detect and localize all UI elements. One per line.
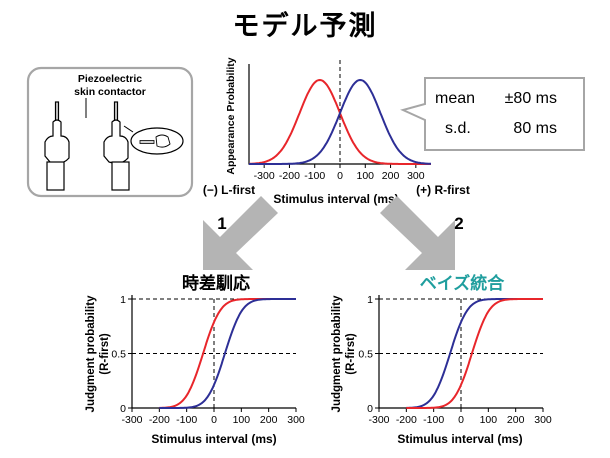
br-x-tick-label: 0 bbox=[458, 414, 464, 426]
br-series-red-curve bbox=[406, 298, 543, 409]
arrow-2: 2 bbox=[380, 196, 464, 270]
top-xlabel: Stimulus interval (ms) bbox=[273, 192, 398, 206]
br-x-tick-label: -200 bbox=[396, 414, 417, 426]
bl-ylabel-line2: (R-first) bbox=[99, 333, 111, 375]
temporal-recalibration-chart: 時差馴応 Judgment probability (R-first) -300… bbox=[85, 273, 305, 446]
bl-x-tick-label: 100 bbox=[233, 414, 251, 426]
mean-value: ±80 ms bbox=[505, 90, 557, 107]
bl-xlabel: Stimulus interval (ms) bbox=[151, 432, 276, 446]
appearance-probability-chart: Appearance Probability -300 -200 -100 0 100 2… bbox=[203, 57, 470, 206]
bl-y-tick-label: 0 bbox=[120, 403, 126, 415]
bl-x-tick-label: -200 bbox=[149, 414, 170, 426]
device-label-line1: Piezoelectric bbox=[78, 73, 142, 85]
l-first-label: (−) L-first bbox=[203, 183, 255, 197]
arrow-left-down-icon bbox=[203, 196, 278, 270]
page-title: モデル予測 bbox=[232, 11, 378, 42]
bl-x-tick-label: 300 bbox=[287, 414, 305, 426]
bl-y-tick-label: 0.5 bbox=[111, 349, 126, 361]
br-ylabel-line2: (R-first) bbox=[345, 333, 357, 375]
top-x-tick-label: -200 bbox=[279, 170, 300, 182]
top-x-tick-label: -300 bbox=[254, 170, 275, 182]
stats-callout: mean ±80 ms s.d. 80 ms bbox=[400, 77, 585, 151]
top-ylabel: Appearance Probability bbox=[225, 57, 237, 174]
top-x-tick-label: 0 bbox=[337, 170, 343, 182]
arrow-1-number: 1 bbox=[217, 214, 226, 233]
br-xlabel: Stimulus interval (ms) bbox=[397, 432, 522, 446]
br-x-tick-label: -300 bbox=[368, 414, 389, 426]
arrow-right-down-icon bbox=[380, 196, 455, 270]
br-y-tick-label: 0 bbox=[367, 403, 373, 415]
top-x-tick-label: 300 bbox=[407, 170, 425, 182]
bl-series-blue-curve bbox=[159, 298, 296, 409]
br-ylabel-line1: Judgment probability bbox=[331, 295, 343, 413]
contactor-zoom-bubble bbox=[123, 125, 184, 155]
sd-value: 80 ms bbox=[513, 120, 557, 137]
bl-x-tick-label: -300 bbox=[121, 414, 142, 426]
arrow-2-number: 2 bbox=[454, 214, 463, 233]
bl-title: 時差馴応 bbox=[182, 273, 250, 294]
br-title: ベイズ統合 bbox=[420, 273, 505, 294]
device-illustration: Piezoelectric skin contactor bbox=[26, 66, 194, 198]
bayesian-integration-chart: ベイズ統合 Judgment probability (R-first) -30… bbox=[331, 273, 552, 446]
br-y-tick-label: 1 bbox=[367, 294, 373, 306]
br-x-tick-label: -100 bbox=[423, 414, 444, 426]
br-x-tick-label: 300 bbox=[534, 414, 552, 426]
device-label-line2: skin contactor bbox=[74, 86, 146, 98]
mean-label: mean bbox=[435, 90, 475, 107]
top-series-blue-curve bbox=[249, 78, 431, 165]
top-x-tick-label: 200 bbox=[382, 170, 400, 182]
r-first-label: (+) R-first bbox=[416, 183, 470, 197]
br-y-tick-label: 0.5 bbox=[358, 349, 373, 361]
top-x-tick-label: 100 bbox=[357, 170, 375, 182]
left-hand-icon bbox=[44, 101, 70, 191]
br-x-tick-label: 100 bbox=[480, 414, 498, 426]
sd-label: s.d. bbox=[445, 120, 471, 137]
stats-box bbox=[400, 77, 585, 151]
br-x-tick-label: 200 bbox=[507, 414, 525, 426]
top-x-tick-label: -100 bbox=[304, 170, 325, 182]
arrow-1: 1 bbox=[203, 196, 278, 270]
device-frame bbox=[26, 66, 194, 198]
bl-x-tick-label: 200 bbox=[260, 414, 278, 426]
bl-y-tick-label: 1 bbox=[120, 294, 126, 306]
bl-ylabel-line1: Judgment probability bbox=[85, 295, 97, 413]
bl-x-tick-label: -100 bbox=[176, 414, 197, 426]
bl-x-tick-label: 0 bbox=[211, 414, 217, 426]
right-hand-icon bbox=[103, 101, 130, 191]
